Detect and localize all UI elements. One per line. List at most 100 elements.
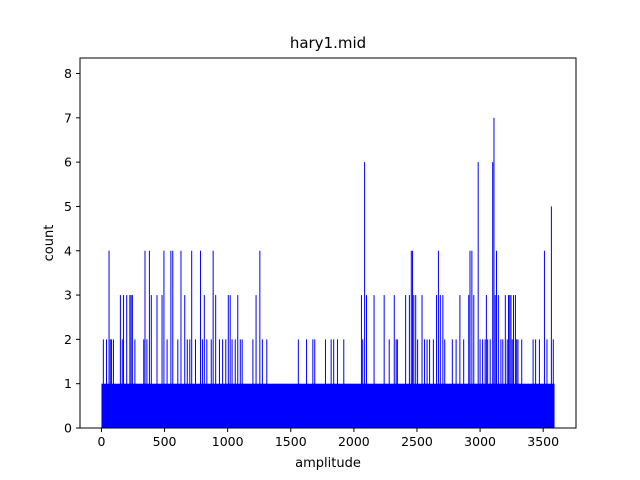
x-axis: 0 500 1000 1500 2000 2500 3000 3500 bbox=[97, 428, 559, 449]
histogram-bar bbox=[259, 250, 261, 428]
x-tick-label: 3000 bbox=[464, 434, 496, 449]
histogram-bar bbox=[395, 339, 397, 428]
histogram-bar bbox=[194, 339, 196, 428]
histogram-bar bbox=[521, 339, 523, 428]
histogram-bar bbox=[493, 117, 495, 428]
histogram-bar bbox=[170, 250, 172, 428]
histogram-bar bbox=[119, 295, 121, 428]
histogram-bar bbox=[324, 339, 326, 428]
histogram-bar bbox=[266, 339, 268, 428]
y-tick-label: 3 bbox=[64, 288, 72, 303]
histogram-bar bbox=[412, 250, 414, 428]
histogram-bar bbox=[473, 295, 475, 428]
histogram-bar bbox=[514, 295, 516, 428]
histogram-bar bbox=[144, 250, 146, 428]
histogram-bar bbox=[112, 339, 114, 428]
histogram-bar bbox=[336, 339, 338, 428]
y-tick-label: 8 bbox=[64, 66, 72, 81]
y-tick-label: 2 bbox=[64, 332, 72, 347]
histogram-bar bbox=[546, 339, 548, 428]
histogram-bar bbox=[482, 339, 484, 428]
histogram-bar bbox=[429, 339, 431, 428]
histogram-bar bbox=[156, 295, 158, 428]
histogram-bar bbox=[306, 339, 308, 428]
histogram-bar bbox=[225, 339, 227, 428]
histogram-bar bbox=[237, 295, 239, 428]
histogram-bar bbox=[218, 339, 220, 428]
histogram-bar bbox=[421, 295, 423, 428]
histogram-bar bbox=[343, 339, 345, 428]
histogram-bar bbox=[134, 339, 136, 428]
histogram-bar bbox=[432, 339, 434, 428]
histogram-bar bbox=[442, 295, 444, 428]
histogram-bar bbox=[109, 339, 111, 428]
x-tick-label: 2500 bbox=[401, 434, 433, 449]
histogram-bar bbox=[495, 250, 497, 428]
histogram-bar bbox=[489, 339, 491, 428]
histogram-bar bbox=[186, 339, 188, 428]
histogram-bar bbox=[410, 250, 412, 428]
histogram-bar bbox=[212, 250, 214, 428]
histogram-bar bbox=[439, 295, 441, 428]
histogram-bar bbox=[468, 295, 470, 428]
histogram-bar bbox=[383, 295, 385, 428]
histogram-bar bbox=[102, 339, 104, 428]
histogram-bar bbox=[513, 295, 515, 428]
histogram-bar bbox=[111, 339, 113, 428]
histogram-bar bbox=[255, 295, 257, 428]
histogram-bar bbox=[484, 339, 486, 428]
chart-title: hary1.mid bbox=[290, 34, 366, 52]
histogram-bar bbox=[502, 339, 504, 428]
histogram-bar bbox=[161, 295, 163, 428]
histogram-bar bbox=[131, 295, 133, 428]
histogram-bar bbox=[184, 295, 186, 428]
y-axis: 0 1 2 3 4 5 6 7 8 bbox=[64, 66, 80, 436]
histogram-bar bbox=[507, 295, 509, 428]
histogram-bar bbox=[459, 295, 461, 428]
histogram-bar bbox=[511, 339, 513, 428]
histogram-bar bbox=[312, 339, 314, 428]
histogram-bar bbox=[393, 295, 395, 428]
histogram-bar bbox=[234, 339, 236, 428]
histogram-bar bbox=[231, 339, 233, 428]
histogram-bar bbox=[362, 339, 364, 428]
histogram-bar bbox=[424, 339, 426, 428]
y-tick-label: 0 bbox=[64, 421, 72, 436]
histogram-bar bbox=[413, 295, 415, 428]
histogram-bar bbox=[364, 162, 366, 429]
histogram-bar bbox=[241, 339, 243, 428]
histogram-bar bbox=[532, 339, 534, 428]
y-tick-label: 4 bbox=[64, 243, 72, 258]
histogram-bar bbox=[163, 250, 165, 428]
x-tick-label: 0 bbox=[97, 434, 105, 449]
histogram-bar bbox=[252, 339, 254, 428]
histogram-bar bbox=[206, 339, 208, 428]
histogram-bar bbox=[106, 339, 108, 428]
y-tick-label: 5 bbox=[64, 199, 72, 214]
histogram-bar bbox=[538, 339, 540, 428]
histogram-bar bbox=[497, 295, 499, 428]
x-tick-label: 1500 bbox=[275, 434, 307, 449]
histogram-bar bbox=[126, 295, 128, 428]
histogram-bar bbox=[408, 295, 410, 428]
histogram-bar bbox=[504, 295, 506, 428]
histogram-bar bbox=[388, 339, 390, 428]
histogram-bar bbox=[426, 339, 428, 428]
histogram-bar bbox=[543, 250, 545, 428]
histogram-bar bbox=[365, 295, 367, 428]
histogram-bar bbox=[535, 339, 537, 428]
histogram-bar bbox=[200, 250, 202, 428]
histogram-bar bbox=[477, 162, 479, 429]
histogram-bar bbox=[172, 250, 174, 428]
histogram-bar bbox=[500, 339, 502, 428]
histogram-bar bbox=[123, 295, 125, 428]
histogram-bar bbox=[166, 339, 168, 428]
histogram-bar bbox=[510, 295, 512, 428]
histogram-bar bbox=[417, 339, 419, 428]
histogram-bar bbox=[146, 339, 148, 428]
histogram-bar bbox=[201, 339, 203, 428]
histogram-bar bbox=[143, 339, 145, 428]
histogram-bar bbox=[552, 339, 554, 428]
histogram-bar bbox=[479, 339, 481, 428]
histogram-bar bbox=[239, 339, 241, 428]
